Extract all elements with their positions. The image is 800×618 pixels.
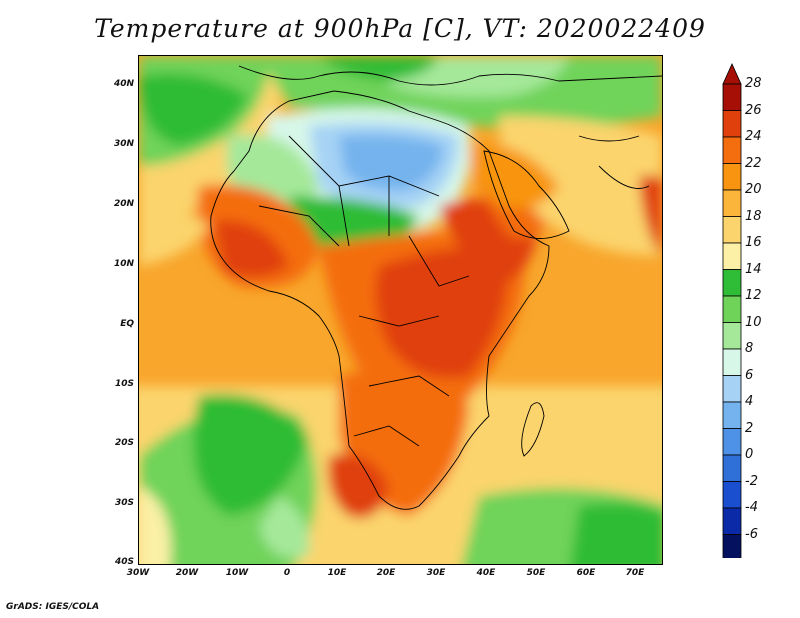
lon-label: 30E [426,568,446,578]
lon-label: 20W [175,568,199,578]
colorbar-swatch [722,481,742,509]
colorbar-swatch [722,348,742,376]
colorbar-label: 24 [745,129,762,144]
lat-label: 30S [114,498,134,508]
colorbar-label: 4 [745,394,754,409]
coastline [210,65,662,510]
colorbar-label: -2 [745,473,758,489]
colorbar-swatch [722,163,742,191]
colorbar-over-triangle [722,63,742,85]
lat-label: 30N [113,139,134,149]
colorbar-swatch [722,269,742,297]
colorbar-label: -6 [745,526,758,542]
lon-label: 10E [327,568,347,578]
credit-text: GrADS: IGES/COLA [6,602,100,612]
colorbar-label: 8 [745,341,754,356]
colorbar-swatch [722,110,742,138]
colorbar-swatch [722,401,742,429]
colorbar-swatch [722,242,742,270]
lat-label: EQ [120,319,134,329]
lon-label: 30W [126,568,150,578]
colorbar-label: 12 [745,288,762,303]
colorbar-swatch [722,189,742,217]
lat-label: 10N [113,259,134,269]
lon-label: 70E [625,568,645,578]
colorbar-swatch [722,507,742,535]
colorbar-label: 14 [745,261,762,277]
colorbar-swatch [722,136,742,164]
lon-label: 20E [376,568,396,578]
lat-label: 10S [114,379,134,389]
colorbar-swatch [722,375,742,403]
lon-label: 60E [576,568,596,578]
lon-label: 50E [526,568,546,578]
colorbar-label: 22 [745,155,762,171]
colorbar-label: -4 [745,500,758,515]
colorbar-swatch [722,216,742,244]
colorbar-label: 6 [745,367,754,383]
colorbar-swatch [722,534,742,562]
colorbar [722,62,742,582]
colorbar-swatch [722,428,742,456]
colorbar-swatch [722,295,742,323]
lon-label: 40E [476,568,496,578]
colorbar-label: 20 [745,182,762,197]
colorbar-swatches [722,63,742,582]
lat-label: 20S [114,438,134,448]
colorbar-label: 28 [745,76,762,91]
colorbar-label: 16 [745,235,762,250]
colorbar-label: 26 [745,102,762,118]
colorbar-swatch [722,322,742,350]
colorbar-label: 18 [745,208,762,224]
temperature-map [138,55,663,565]
lon-label: 0 [283,568,291,578]
colorbar-label: 10 [745,314,762,330]
lat-label: 40N [113,79,134,89]
colorbar-swatch [722,454,742,482]
lat-label: 40S [114,557,134,567]
temperature-field [139,56,662,564]
lat-label: 20N [113,199,134,209]
map-title: Temperature at 900hPa [C], VT: 202002240… [94,14,706,43]
colorbar-label: 2 [745,420,754,436]
lon-label: 10W [225,568,249,578]
colorbar-label: 0 [745,447,754,462]
colorbar-swatch [722,83,742,111]
